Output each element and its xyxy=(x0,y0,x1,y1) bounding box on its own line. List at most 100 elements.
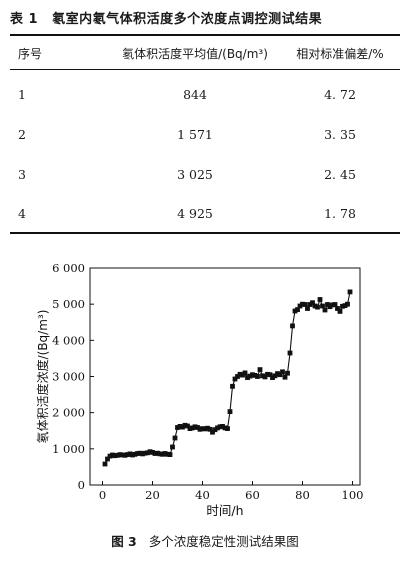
data-point xyxy=(315,304,320,310)
data-point xyxy=(347,289,353,295)
data-point xyxy=(302,302,308,307)
data-point xyxy=(265,371,270,377)
data-point xyxy=(102,461,108,467)
data-point xyxy=(147,449,153,455)
data-point xyxy=(340,303,345,309)
table-row-1-rsd: 4. 72 xyxy=(324,87,356,102)
data-point xyxy=(322,307,328,313)
x-tick-label: 20 xyxy=(145,488,160,502)
data-point xyxy=(140,451,145,457)
data-point xyxy=(310,300,315,306)
data-point xyxy=(125,452,130,457)
data-point xyxy=(197,426,203,432)
data-point xyxy=(295,307,300,312)
data-point xyxy=(105,456,110,462)
table-header-rsd: 相对标准偏差/% xyxy=(296,47,384,61)
data-point xyxy=(247,373,253,379)
data-point xyxy=(290,323,295,329)
data-point xyxy=(182,422,188,428)
x-tick-label: 40 xyxy=(195,488,210,502)
x-tick-label: 100 xyxy=(342,488,364,502)
x-axis-label: 时间/h xyxy=(206,503,243,518)
data-point xyxy=(297,303,303,309)
data-point xyxy=(217,424,223,430)
data-point xyxy=(235,374,240,379)
table-row-2-index: 2 xyxy=(18,127,26,142)
data-point xyxy=(137,450,143,456)
data-point xyxy=(337,309,343,314)
data-point xyxy=(292,308,298,314)
figure-caption: 图 3 多个浓度稳定性测试结果图 xyxy=(0,531,410,550)
data-point xyxy=(170,444,175,450)
data-point xyxy=(175,425,180,430)
table-top-rule xyxy=(10,34,400,36)
data-point xyxy=(215,425,220,431)
data-point xyxy=(130,452,135,458)
data-point xyxy=(327,304,333,310)
data-point xyxy=(242,370,248,376)
table-row-3-rsd: 2. 45 xyxy=(324,167,356,182)
data-point xyxy=(210,429,215,435)
data-point xyxy=(157,451,163,457)
table-row-3-mean: 3 025 xyxy=(177,167,213,182)
data-point xyxy=(207,426,213,432)
data-point xyxy=(117,452,123,457)
y-tick-label: 1 000 xyxy=(52,442,85,456)
data-point xyxy=(112,453,118,459)
data-point xyxy=(320,303,325,309)
data-point xyxy=(152,451,158,456)
data-point xyxy=(240,372,245,378)
data-point xyxy=(275,371,280,376)
table-row-4-index: 4 xyxy=(18,206,26,221)
data-point xyxy=(220,424,225,429)
data-point xyxy=(250,372,255,378)
data-point xyxy=(332,302,338,307)
x-tick-label: 60 xyxy=(245,488,260,502)
data-point xyxy=(185,423,190,429)
y-tick-label: 5 000 xyxy=(52,297,85,311)
data-point xyxy=(107,453,113,459)
table-row-1-mean: 844 xyxy=(183,87,207,102)
data-point xyxy=(262,374,268,380)
data-point xyxy=(345,301,350,307)
data-point xyxy=(270,375,275,380)
data-point xyxy=(122,452,128,458)
y-axis-label: 氡体积活度浓度/(Bq/m³) xyxy=(35,310,50,444)
data-point xyxy=(115,452,120,458)
table-row-1-index: 1 xyxy=(18,87,26,102)
data-point xyxy=(167,452,173,457)
data-point xyxy=(190,425,195,431)
data-point xyxy=(287,350,293,356)
data-point xyxy=(272,373,278,379)
data-point xyxy=(342,303,348,308)
data-point xyxy=(205,425,210,431)
data-point xyxy=(307,302,313,307)
y-tick-label: 0 xyxy=(78,478,85,492)
y-tick-label: 4 000 xyxy=(52,333,85,347)
table-header-index: 序号 xyxy=(18,47,43,61)
data-point xyxy=(300,301,305,307)
data-point xyxy=(285,370,290,376)
x-tick-label: 0 xyxy=(99,488,106,502)
data-point xyxy=(312,303,318,309)
y-tick-label: 6 000 xyxy=(52,261,85,275)
data-point xyxy=(187,426,193,431)
data-point xyxy=(267,372,273,378)
data-point xyxy=(277,372,283,378)
data-point xyxy=(202,426,208,432)
data-point xyxy=(142,450,148,456)
data-point xyxy=(145,450,150,456)
table-bottom-rule xyxy=(10,232,400,234)
data-point xyxy=(257,367,263,372)
y-tick-label: 2 000 xyxy=(52,406,85,420)
table-row-4-rsd: 1. 78 xyxy=(324,206,356,221)
data-point xyxy=(150,450,155,455)
data-point xyxy=(245,375,250,380)
data-point xyxy=(260,373,265,379)
data-point xyxy=(172,435,178,441)
table-row-2-rsd: 3. 35 xyxy=(324,127,356,142)
data-point xyxy=(200,426,205,431)
table-caption: 表 1 氡室内氡气体积活度多个浓度点调控测试结果 xyxy=(10,8,400,27)
figure-title: 多个浓度稳定性测试结果图 xyxy=(148,534,299,549)
y-tick-label: 3 000 xyxy=(52,370,85,384)
